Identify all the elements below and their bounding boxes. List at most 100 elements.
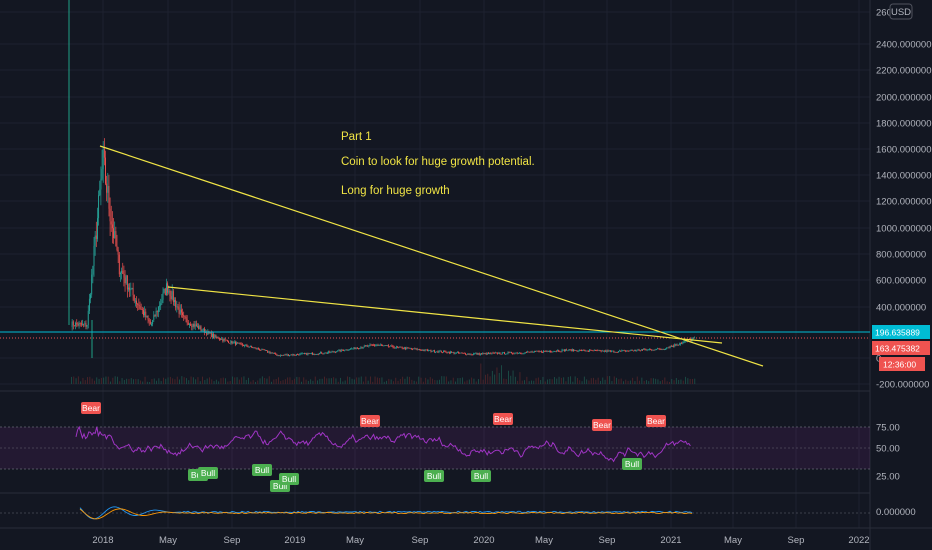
candle-body [532,351,534,353]
candle-body [385,345,387,346]
candle-body [500,353,502,355]
candle-body [676,344,678,346]
volume-bar [376,377,378,384]
macd-axis[interactable]: 0.000000 [876,507,916,518]
annotation-growth-potential[interactable]: Coin to look for huge growth potential. [341,156,535,168]
candle-body [106,183,108,193]
candle-body [471,354,473,356]
volume-bar [77,376,79,384]
candle-body [427,349,428,351]
candle-body [317,354,319,355]
candle-body [674,344,676,347]
candle-body [672,345,673,347]
candle-body [200,326,202,331]
candle-body [240,343,242,345]
currency-badge[interactable]: USD [889,3,913,20]
candle-body [505,353,507,355]
candle-body [668,347,670,349]
candle-body [324,352,326,354]
candle-body [263,349,265,351]
candle-body [405,347,407,350]
candle-body [629,350,631,352]
volume-bar [652,378,654,384]
candle-body [191,325,193,327]
volume-bar [685,376,686,384]
signal-tag-bear [493,413,513,425]
candle-body [248,346,250,348]
candle-body [132,287,134,296]
candle-body [131,287,133,289]
volume-bar [687,378,689,384]
candle-body [654,349,656,351]
candle-body [222,339,224,342]
candle-body [261,348,263,350]
price-axis-label: 1000.000000 [876,224,931,235]
upper-trendline[interactable] [99,145,764,367]
candle-body [558,350,560,352]
price-axis[interactable]: 260 2400.000000 2200.000000 2000.000000 1800… [876,8,931,391]
volume-bar [632,377,634,384]
volume-bar [448,381,450,384]
volume-bar [521,380,523,384]
candle-body [139,306,141,309]
candle-body [588,351,589,352]
signal-tag-bull [471,470,491,482]
volume-bar [156,380,157,384]
volume-bar [367,380,369,384]
candle-body [138,304,140,307]
candle-body [343,350,344,352]
candle-body [378,345,380,347]
candle-body [92,266,94,275]
volume-bar [117,376,118,384]
candle-body [406,347,408,350]
candle-body [312,352,313,355]
candle-body [614,351,616,353]
volume-bar [282,380,284,384]
candle-body [153,315,155,320]
candle-body [589,350,591,352]
volume-bar [287,377,289,384]
candle-body [428,350,430,352]
candle-body [630,350,632,351]
candle-body [527,351,528,353]
candle-body [476,353,478,355]
volume-bar [340,377,341,384]
time-axis-label: Sep [788,535,805,546]
price-axis-label: 2200.000000 [876,66,931,77]
volume-bar [517,380,519,384]
annotation-long[interactable]: Long for huge growth [341,185,450,197]
candle-body [169,290,171,297]
volume-bar [572,381,574,384]
signal-tag-label: Bear [593,420,611,430]
signal-tag-bull [252,464,272,476]
candle-body [647,349,649,351]
candle-body [304,353,305,355]
candle-body [72,321,74,326]
candle-body [417,349,419,351]
volume-bar [289,377,291,384]
candle-body [444,350,446,352]
annotation-part1[interactable]: Part 1 [341,131,372,143]
price-axis-label: 400.000000 [876,303,926,314]
time-axis[interactable]: 2018 May Sep 2019 May Sep 2020 May Sep 2021 May Sep… [92,535,869,546]
candle-body [432,350,434,352]
candle-body [281,354,282,356]
volume-bar [73,376,75,384]
rsi-axis[interactable]: 75.00 50.00 25.00 [876,423,900,483]
candle-body [214,335,216,338]
candle-body [146,316,148,318]
volume-bar [393,381,394,384]
candle-body [567,350,569,352]
candle-body [352,348,354,350]
lower-trendline[interactable] [167,286,723,344]
volume-bar [429,377,431,384]
candle-body [193,323,195,327]
candle-body [292,354,294,356]
candle-body [474,353,476,355]
candle-body [522,353,524,355]
candle-body [590,350,592,351]
volume-bar [135,378,137,384]
candle-body [279,354,281,357]
candle-body [337,350,339,352]
